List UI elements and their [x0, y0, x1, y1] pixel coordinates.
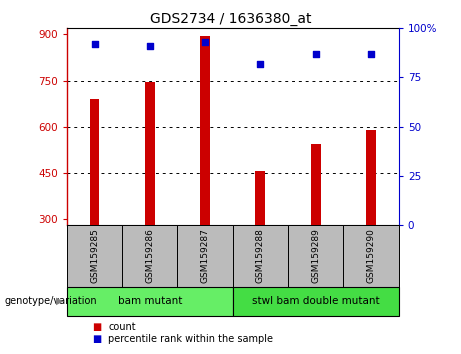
Point — [146, 43, 154, 49]
Point — [312, 51, 319, 57]
Text: stwl bam double mutant: stwl bam double mutant — [252, 296, 379, 306]
Point — [257, 61, 264, 67]
Point — [91, 41, 98, 47]
Text: ▶: ▶ — [56, 296, 64, 306]
Bar — [200, 36, 210, 311]
Text: GSM159288: GSM159288 — [256, 228, 265, 283]
Text: genotype/variation: genotype/variation — [5, 296, 97, 306]
Bar — [311, 144, 321, 311]
Text: percentile rank within the sample: percentile rank within the sample — [108, 334, 273, 344]
Text: bam mutant: bam mutant — [118, 296, 182, 306]
Text: GSM159290: GSM159290 — [366, 228, 376, 283]
Point — [367, 51, 375, 57]
Text: ■: ■ — [92, 322, 101, 332]
Bar — [366, 130, 376, 311]
Text: ■: ■ — [92, 334, 101, 344]
Text: GDS2734 / 1636380_at: GDS2734 / 1636380_at — [150, 12, 311, 27]
Text: GSM159287: GSM159287 — [201, 228, 210, 283]
Text: GSM159286: GSM159286 — [145, 228, 154, 283]
Text: GSM159289: GSM159289 — [311, 228, 320, 283]
Bar — [89, 99, 100, 311]
Text: GSM159285: GSM159285 — [90, 228, 99, 283]
Bar — [255, 171, 266, 311]
Point — [201, 39, 209, 45]
Text: count: count — [108, 322, 136, 332]
Bar — [145, 82, 155, 311]
